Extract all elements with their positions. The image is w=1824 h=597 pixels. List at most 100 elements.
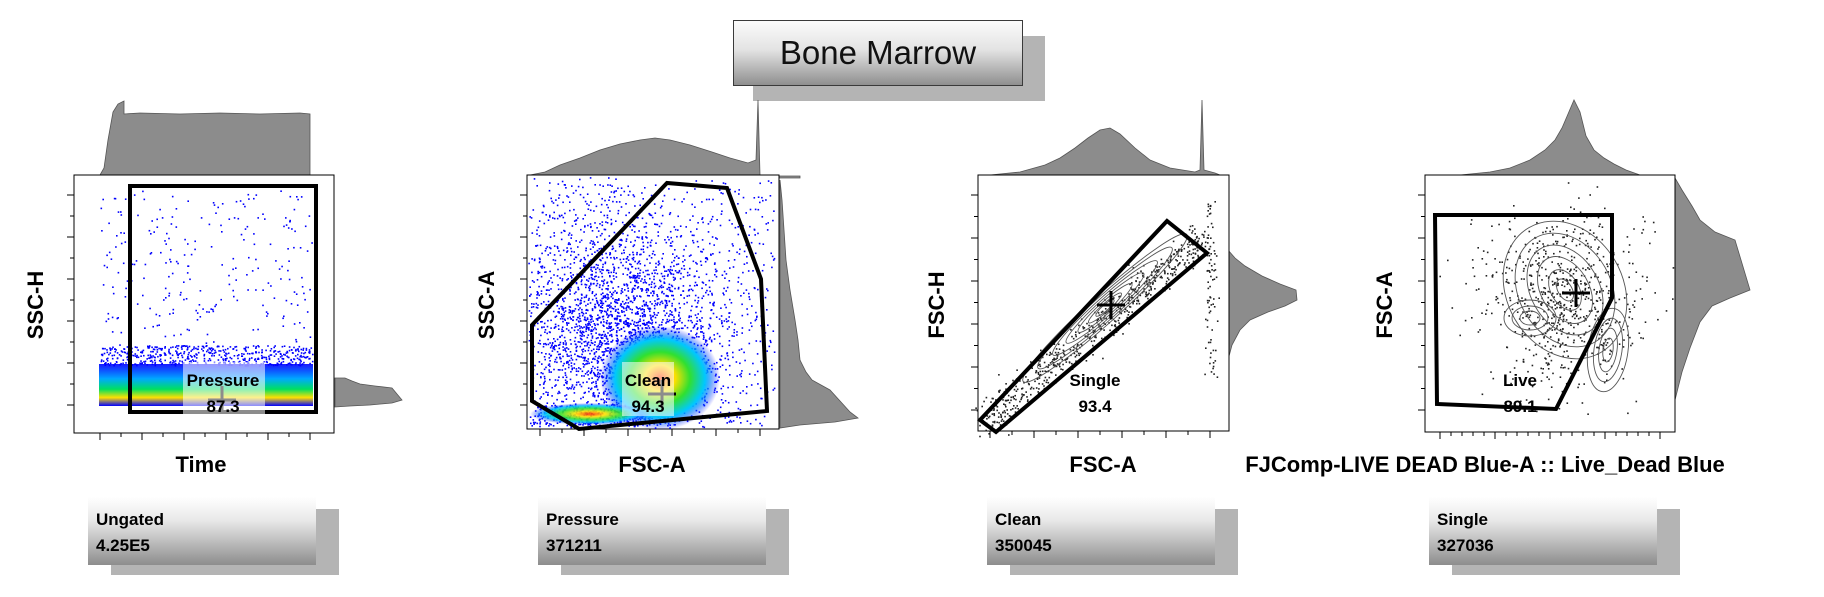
- p3-event-dot: [1209, 310, 1212, 312]
- p2-event-dot: [671, 294, 673, 297]
- p3-event-dot: [1192, 252, 1195, 254]
- p2-event-dot: [650, 318, 652, 320]
- p2-event-dot: [581, 375, 583, 377]
- p3-event-dot: [1175, 259, 1177, 261]
- p2-event-dot: [605, 311, 608, 313]
- p2-event-dot: [610, 271, 613, 274]
- p2-event-dot: [633, 328, 635, 331]
- p3-event-dot: [1191, 230, 1194, 232]
- p1-event-dot: [179, 360, 181, 362]
- p2-event-dot: [562, 349, 565, 351]
- p3-event-dot: [1188, 253, 1190, 255]
- p2-event-dot: [671, 305, 673, 307]
- p1-event-dot: [200, 217, 203, 219]
- p2-event-dot: [645, 282, 648, 284]
- p2-event-dot: [557, 369, 560, 371]
- p3-event-dot: [1180, 244, 1183, 246]
- p3-event-dot: [1118, 317, 1121, 319]
- p1-event-dot: [100, 207, 103, 210]
- p3-event-dot: [1012, 379, 1014, 382]
- p2-event-dot: [628, 211, 630, 214]
- p2-event-dot: [672, 276, 675, 279]
- p2-event-dot: [564, 319, 566, 321]
- p2-event-dot: [659, 303, 661, 306]
- p2-event-dot: [567, 196, 570, 198]
- p2-event-dot: [724, 357, 727, 360]
- p2-event-dot: [591, 326, 593, 328]
- p3-event-dot: [1034, 380, 1036, 383]
- p1-event-dot: [181, 345, 183, 347]
- p2-event-dot: [740, 283, 743, 285]
- p3-event-dot: [1129, 283, 1131, 286]
- p4-event-dot: [1585, 331, 1587, 334]
- p2-event-dot: [611, 335, 613, 338]
- p2-event-dot: [610, 313, 612, 316]
- p2-event-dot: [737, 233, 740, 236]
- p2-event-dot: [539, 343, 542, 345]
- p1-event-dot: [120, 355, 122, 357]
- p2-event-dot: [579, 307, 581, 309]
- p2-event-dot: [606, 282, 608, 284]
- p1-event-dot: [101, 347, 104, 350]
- p2-event-dot: [532, 209, 535, 211]
- p2-event-dot: [761, 269, 764, 272]
- p2-event-dot: [745, 244, 748, 247]
- p2-event-dot: [644, 187, 646, 189]
- p2-event-dot: [554, 263, 556, 265]
- p3-event-dot: [1006, 409, 1008, 411]
- p2-event-dot: [577, 329, 579, 331]
- p2-event-dot: [561, 214, 563, 217]
- p2-event-dot: [592, 392, 595, 394]
- p2-event-dot: [635, 306, 638, 308]
- p3-event-dot: [1171, 268, 1173, 270]
- p2-event-dot: [575, 370, 578, 372]
- p3-event-dot: [1196, 240, 1199, 243]
- p2-event-dot: [577, 381, 580, 383]
- p2-event-dot: [631, 266, 633, 268]
- p4-event-dot: [1541, 266, 1543, 269]
- p1-event-dot: [199, 290, 202, 292]
- p2-event-dot: [694, 299, 696, 302]
- p2-event-dot: [585, 363, 587, 365]
- p2-event-dot: [553, 346, 555, 349]
- p1-event-dot: [170, 261, 172, 263]
- p3-event-dot: [1064, 359, 1067, 361]
- p4-top-histogram: [1459, 99, 1641, 176]
- p1-event-dot: [212, 310, 215, 313]
- p2-event-dot: [545, 289, 548, 291]
- p2-event-dot: [548, 371, 551, 373]
- p3-event-dot: [1074, 333, 1077, 336]
- p2-event-dot: [591, 266, 593, 269]
- p2-event-dot: [636, 287, 639, 289]
- p2-event-dot: [683, 265, 685, 267]
- p2-event-dot: [668, 188, 670, 190]
- p2-event-dot: [569, 316, 571, 319]
- p2-event-dot: [670, 242, 672, 244]
- p2-event-dot: [590, 282, 592, 285]
- p2-event-dot: [642, 319, 645, 322]
- p2-event-dot: [540, 352, 543, 354]
- p2-event-dot: [566, 265, 569, 268]
- p2-event-dot: [549, 360, 551, 362]
- p1-event-dot: [114, 363, 116, 365]
- p2-event-dot: [656, 272, 659, 275]
- p1-event-dot: [142, 294, 144, 297]
- p2-event-dot: [595, 275, 597, 277]
- p2-event-dot: [714, 274, 716, 276]
- p1-event-dot: [186, 345, 188, 347]
- p2-event-dot: [668, 287, 671, 289]
- p2-event-dot: [658, 324, 661, 326]
- p2-event-dot: [557, 284, 559, 286]
- p2-event-dot: [579, 320, 582, 322]
- p2-event-dot: [571, 312, 573, 315]
- p2-event-dot: [612, 308, 615, 310]
- p3-event-dot: [1209, 285, 1211, 288]
- p2-event-dot: [591, 253, 593, 255]
- p2-event-dot: [609, 327, 611, 329]
- p2-event-dot: [557, 288, 560, 291]
- p1-event-dot: [111, 316, 114, 319]
- p2-event-dot: [736, 416, 738, 418]
- p2-event-dot: [563, 273, 566, 276]
- p2-event-dot: [711, 236, 714, 238]
- p2-event-dot: [770, 252, 772, 255]
